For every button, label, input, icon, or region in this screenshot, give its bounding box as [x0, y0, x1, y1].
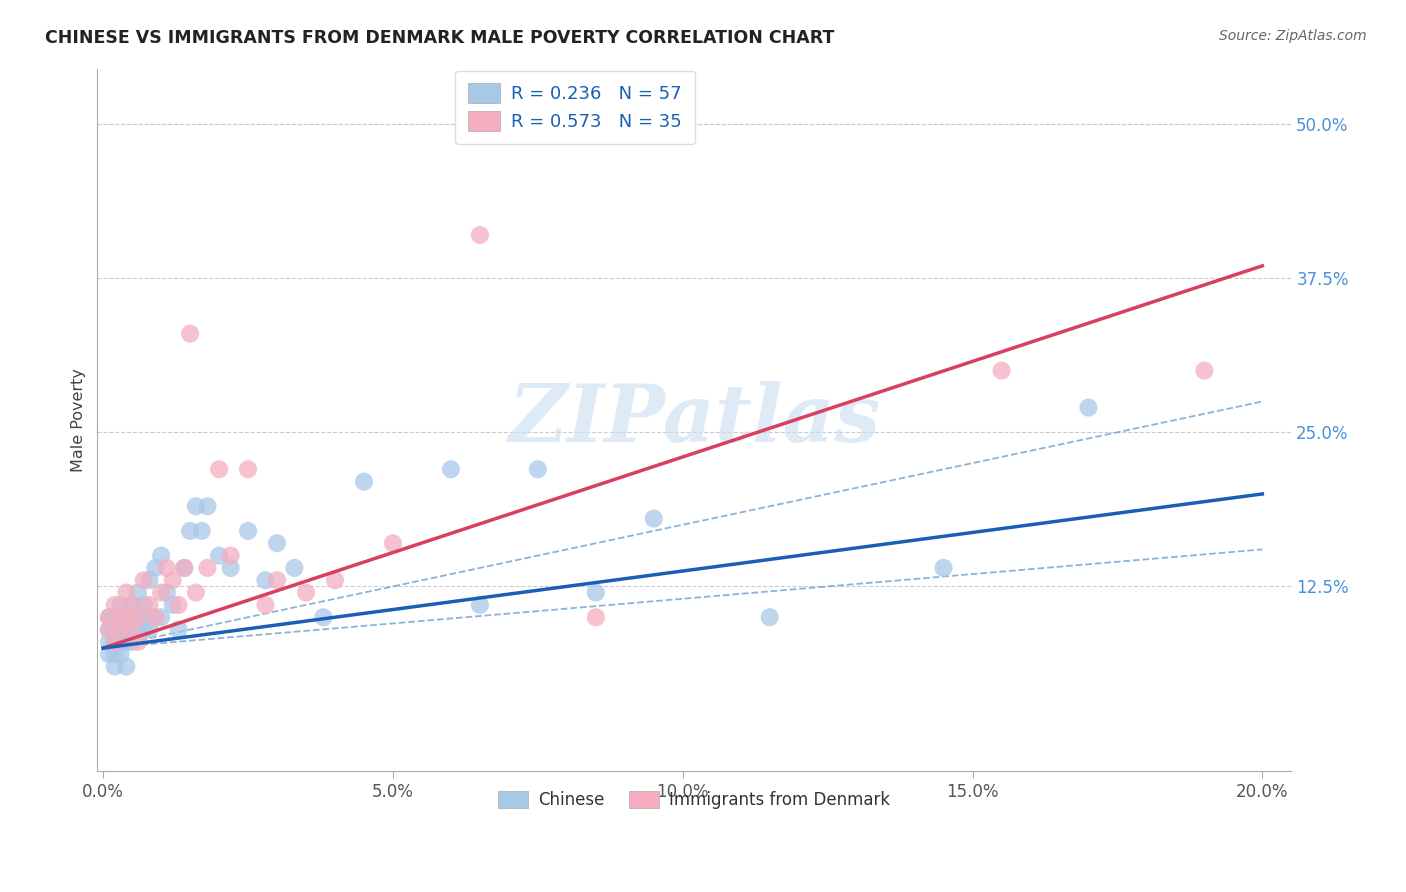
Point	[236, 524, 259, 538]
Point	[127, 635, 149, 649]
Point	[138, 623, 160, 637]
Point	[527, 462, 550, 476]
Point	[643, 511, 665, 525]
Point	[110, 610, 132, 624]
Point	[184, 500, 207, 514]
Point	[468, 598, 491, 612]
Point	[197, 500, 219, 514]
Point	[97, 610, 120, 624]
Text: ZIPatlas: ZIPatlas	[509, 381, 880, 458]
Point	[127, 585, 149, 599]
Point	[156, 585, 179, 599]
Point	[110, 610, 132, 624]
Point	[104, 635, 127, 649]
Point	[254, 574, 277, 588]
Point	[173, 561, 195, 575]
Legend: Chinese, Immigrants from Denmark: Chinese, Immigrants from Denmark	[492, 784, 897, 816]
Point	[121, 623, 143, 637]
Point	[179, 524, 201, 538]
Point	[312, 610, 335, 624]
Point	[132, 574, 155, 588]
Point	[110, 647, 132, 661]
Point	[127, 610, 149, 624]
Point	[254, 598, 277, 612]
Point	[143, 610, 166, 624]
Point	[266, 536, 288, 550]
Point	[104, 598, 127, 612]
Point	[219, 549, 242, 563]
Point	[184, 585, 207, 599]
Point	[208, 549, 231, 563]
Point	[97, 635, 120, 649]
Point	[143, 610, 166, 624]
Point	[115, 659, 138, 673]
Point	[150, 610, 173, 624]
Point	[97, 623, 120, 637]
Point	[150, 585, 173, 599]
Point	[143, 561, 166, 575]
Point	[323, 574, 346, 588]
Point	[219, 561, 242, 575]
Point	[115, 610, 138, 624]
Point	[162, 598, 184, 612]
Point	[932, 561, 955, 575]
Point	[162, 574, 184, 588]
Point	[97, 647, 120, 661]
Point	[132, 598, 155, 612]
Point	[1194, 364, 1216, 378]
Point	[167, 598, 190, 612]
Point	[104, 635, 127, 649]
Point	[121, 610, 143, 624]
Point	[167, 623, 190, 637]
Point	[585, 585, 607, 599]
Point	[110, 598, 132, 612]
Point	[104, 610, 127, 624]
Point	[353, 475, 375, 489]
Point	[121, 598, 143, 612]
Point	[381, 536, 404, 550]
Y-axis label: Male Poverty: Male Poverty	[72, 368, 86, 472]
Point	[138, 598, 160, 612]
Point	[115, 623, 138, 637]
Point	[236, 462, 259, 476]
Point	[121, 598, 143, 612]
Point	[468, 227, 491, 242]
Point	[585, 610, 607, 624]
Point	[758, 610, 780, 624]
Point	[266, 574, 288, 588]
Point	[110, 623, 132, 637]
Point	[104, 623, 127, 637]
Point	[156, 561, 179, 575]
Point	[990, 364, 1012, 378]
Point	[127, 623, 149, 637]
Point	[97, 610, 120, 624]
Text: CHINESE VS IMMIGRANTS FROM DENMARK MALE POVERTY CORRELATION CHART: CHINESE VS IMMIGRANTS FROM DENMARK MALE …	[45, 29, 834, 46]
Point	[115, 635, 138, 649]
Point	[295, 585, 318, 599]
Point	[132, 623, 155, 637]
Point	[173, 561, 195, 575]
Point	[150, 549, 173, 563]
Point	[110, 635, 132, 649]
Point	[190, 524, 212, 538]
Point	[197, 561, 219, 575]
Point	[115, 610, 138, 624]
Text: Source: ZipAtlas.com: Source: ZipAtlas.com	[1219, 29, 1367, 43]
Point	[127, 610, 149, 624]
Point	[104, 647, 127, 661]
Point	[110, 623, 132, 637]
Point	[1077, 401, 1099, 415]
Point	[121, 635, 143, 649]
Point	[104, 659, 127, 673]
Point	[208, 462, 231, 476]
Point	[97, 623, 120, 637]
Point	[138, 574, 160, 588]
Point	[283, 561, 305, 575]
Point	[132, 610, 155, 624]
Point	[440, 462, 463, 476]
Point	[179, 326, 201, 341]
Point	[115, 585, 138, 599]
